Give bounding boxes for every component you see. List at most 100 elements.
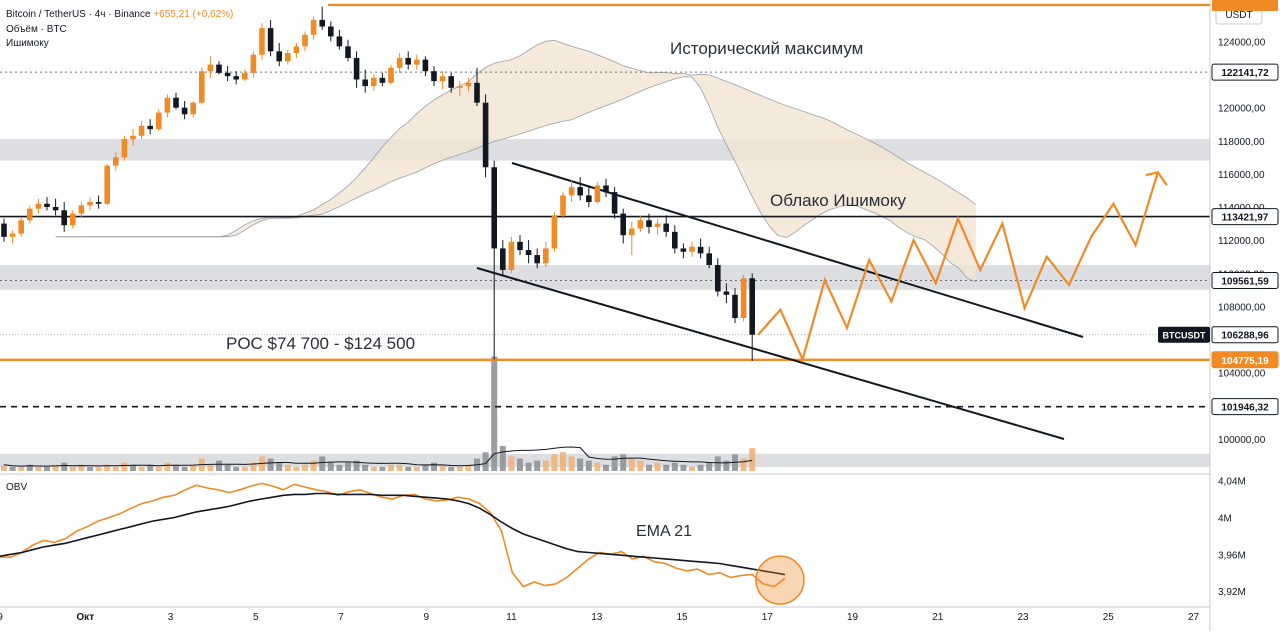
candle-40[interactable]: [345, 39, 351, 62]
candle-body: [1, 223, 7, 237]
candle-13[interactable]: [113, 152, 119, 171]
candle-76[interactable]: [654, 218, 661, 236]
candle-52[interactable]: [448, 72, 454, 93]
candle-82[interactable]: [706, 246, 712, 269]
candle-39[interactable]: [336, 29, 343, 50]
candle-19[interactable]: [164, 94, 171, 118]
candle-25[interactable]: [216, 61, 222, 75]
candle-80[interactable]: [689, 241, 695, 257]
candle-6[interactable]: [52, 198, 59, 216]
candle-84[interactable]: [723, 283, 730, 304]
candle-8[interactable]: [70, 210, 76, 229]
candle-28[interactable]: [242, 69, 248, 82]
candle-34[interactable]: [293, 43, 300, 58]
candle-79[interactable]: [680, 243, 687, 259]
price-label-5[interactable]: 104775,19: [1211, 351, 1279, 369]
candle-23[interactable]: [199, 67, 205, 105]
candle-65[interactable]: [560, 192, 566, 219]
candle-51[interactable]: [439, 71, 446, 90]
candle-54[interactable]: [465, 77, 472, 92]
price-label-2[interactable]: 113421,97: [1211, 208, 1279, 226]
candle-44[interactable]: [379, 72, 386, 87]
candle-75[interactable]: [646, 213, 652, 234]
candle-73[interactable]: [629, 221, 635, 256]
candle-83[interactable]: [715, 258, 721, 297]
candle-68[interactable]: [586, 185, 592, 208]
candle-42[interactable]: [362, 69, 368, 93]
price-label-3[interactable]: 109561,59: [1211, 272, 1279, 290]
candle-26[interactable]: [224, 66, 231, 82]
candle-48[interactable]: [414, 54, 420, 70]
candle-56[interactable]: [482, 94, 489, 178]
candle-36[interactable]: [310, 16, 317, 40]
candle-38[interactable]: [328, 21, 334, 42]
candle-74[interactable]: [637, 215, 644, 232]
candle-45[interactable]: [388, 64, 394, 85]
candle-30[interactable]: [259, 23, 265, 60]
candle-81[interactable]: [697, 238, 704, 259]
candle-53[interactable]: [457, 81, 463, 97]
candle-4[interactable]: [35, 198, 42, 214]
candle-18[interactable]: [156, 109, 162, 131]
candle-35[interactable]: [302, 31, 308, 52]
candle-46[interactable]: [396, 52, 403, 73]
candle-7[interactable]: [61, 202, 67, 232]
candle-10[interactable]: [87, 197, 93, 211]
candle-62[interactable]: [534, 248, 540, 269]
chart-legend-symbol[interactable]: Bitcoin / TetherUS · 4ч · Binance +655,2…: [6, 9, 233, 20]
candle-37[interactable]: [319, 6, 325, 30]
candle-17[interactable]: [147, 119, 153, 135]
candle-50[interactable]: [431, 66, 437, 87]
candle-69[interactable]: [594, 182, 601, 204]
candle-72[interactable]: [620, 208, 626, 244]
candle-70[interactable]: [603, 178, 609, 198]
candle-11[interactable]: [95, 195, 102, 209]
candle-32[interactable]: [276, 43, 282, 67]
chart-legend-ichimoku[interactable]: Ишимоку: [6, 38, 49, 49]
candle-55[interactable]: [474, 67, 480, 106]
candle-49[interactable]: [422, 56, 429, 77]
price-label-4[interactable]: 106288,96 BTCUSDT: [1158, 326, 1279, 344]
candle-27[interactable]: [233, 71, 239, 85]
candle-21[interactable]: [181, 101, 188, 120]
candle-20[interactable]: [173, 92, 179, 110]
candle-41[interactable]: [353, 51, 360, 88]
candle-16[interactable]: [138, 120, 145, 140]
candle-63[interactable]: [543, 241, 549, 267]
candle-60[interactable]: [517, 235, 523, 256]
price-label-1[interactable]: 122141,72: [1211, 63, 1279, 81]
candle-61[interactable]: [525, 240, 532, 264]
candle-24[interactable]: [207, 56, 214, 78]
candle-15[interactable]: [130, 129, 136, 146]
candle-78[interactable]: [672, 225, 678, 254]
candle-3[interactable]: [27, 205, 33, 224]
price-label-6[interactable]: 101946,32: [1211, 398, 1279, 416]
candle-1[interactable]: [9, 230, 16, 244]
candle-87[interactable]: [749, 273, 755, 362]
candle-64[interactable]: [551, 211, 558, 252]
candle-85[interactable]: [732, 288, 738, 323]
candle-57[interactable]: [491, 160, 497, 360]
candle-5[interactable]: [44, 197, 50, 211]
candle-71[interactable]: [611, 187, 618, 219]
candle-59[interactable]: [508, 236, 515, 274]
chart-legend-volume[interactable]: Объём · BTC: [6, 24, 67, 35]
candle-67[interactable]: [577, 177, 583, 201]
candle-22[interactable]: [190, 101, 196, 118]
candle-77[interactable]: [663, 215, 669, 237]
candle-29[interactable]: [250, 51, 257, 78]
candle-9[interactable]: [78, 202, 85, 217]
candle-31[interactable]: [267, 19, 274, 57]
candle-12[interactable]: [104, 163, 110, 206]
candle-66[interactable]: [568, 180, 575, 203]
candle-2[interactable]: [18, 216, 24, 237]
candle-58[interactable]: [500, 240, 506, 277]
candle-33[interactable]: [285, 49, 291, 65]
candle-86[interactable]: [740, 274, 747, 322]
candle-43[interactable]: [371, 74, 377, 92]
candle-0[interactable]: [1, 218, 7, 242]
candle-14[interactable]: [121, 135, 128, 161]
candle-47[interactable]: [405, 51, 411, 70]
